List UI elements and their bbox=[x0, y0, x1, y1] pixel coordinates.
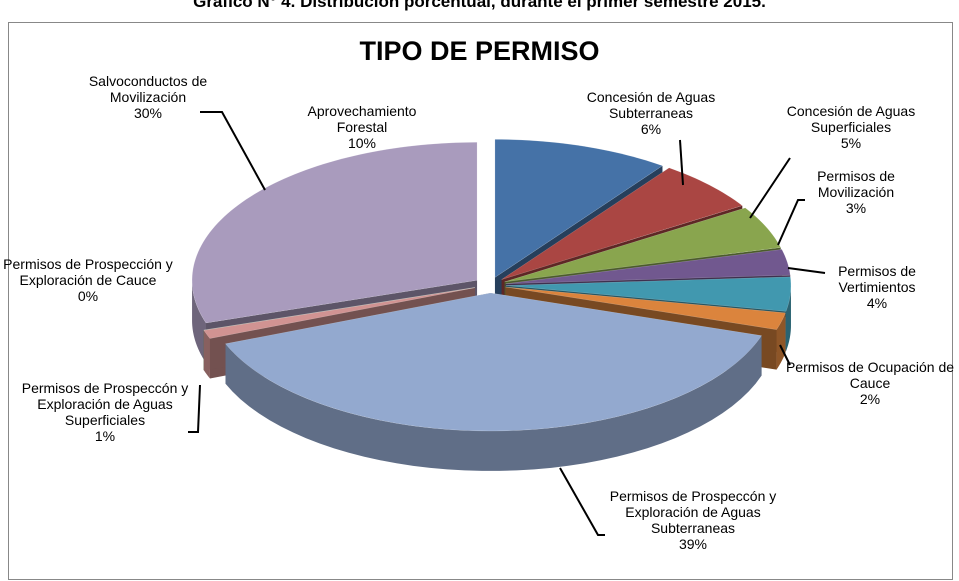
slice bbox=[203, 287, 475, 339]
slice bbox=[494, 139, 664, 278]
slice bbox=[225, 292, 762, 432]
slice-label: Salvoconductos de Movilización 30% bbox=[68, 73, 228, 121]
value-label: 5% bbox=[840, 135, 862, 151]
value-label: 10% bbox=[347, 135, 377, 151]
slice-label: Aprovechamiento Forestal 10% bbox=[297, 103, 427, 151]
category-label: Permisos de Vertimientos bbox=[838, 263, 916, 295]
value-label: 6% bbox=[640, 121, 662, 137]
slice bbox=[191, 142, 478, 324]
slice bbox=[505, 276, 792, 312]
value-label: 30% bbox=[133, 105, 163, 121]
chart-title: TIPO DE PERMISO bbox=[359, 36, 600, 66]
slice-label: Permisos de Prospeccón y Exploración de … bbox=[608, 488, 778, 552]
category-label: Concesión de Aguas Subterraneas bbox=[586, 89, 716, 121]
slice bbox=[505, 249, 791, 284]
category-label: Permisos de Ocupación de Cauce bbox=[785, 359, 955, 391]
category-label: Aprovechamiento Forestal bbox=[307, 103, 417, 135]
slice-side bbox=[225, 335, 762, 471]
tops bbox=[191, 139, 792, 432]
slice-side bbox=[785, 285, 791, 352]
value-label: 4% bbox=[866, 295, 888, 311]
slice-label: Permisos de Vertimientos 4% bbox=[817, 263, 937, 311]
slice bbox=[203, 287, 475, 331]
category-label: Permisos de Movilización bbox=[817, 168, 895, 200]
category-label: Concesión de Aguas Superficiales bbox=[786, 103, 916, 135]
slice-label: Permisos de Ocupación de Cauce 2% bbox=[780, 359, 959, 407]
slice bbox=[505, 286, 786, 330]
slice-label: Permisos de Prospeccón y Exploración de … bbox=[15, 380, 195, 444]
slice-label: Concesión de Aguas Subterraneas 6% bbox=[576, 89, 726, 137]
value-label: 2% bbox=[859, 391, 881, 407]
slice-side bbox=[203, 330, 210, 379]
category-label: Permisos de Prospección y Exploración de… bbox=[3, 256, 173, 288]
value-label: 3% bbox=[845, 200, 867, 216]
slice-side bbox=[776, 312, 786, 370]
value-label: 1% bbox=[94, 428, 116, 444]
slice-side bbox=[192, 280, 207, 363]
slice-label: Permisos de Prospección y Exploración de… bbox=[0, 256, 178, 304]
value-label: 39% bbox=[678, 536, 708, 552]
leader-lines bbox=[188, 111, 826, 536]
value-label: 0% bbox=[77, 288, 99, 304]
slice-label: Permisos de Movilización 3% bbox=[801, 168, 911, 216]
category-label: Salvoconductos de Movilización bbox=[88, 73, 208, 105]
slice bbox=[501, 167, 743, 280]
slice-label: Concesión de Aguas Superficiales 5% bbox=[771, 103, 931, 151]
category-label: Permisos de Prospeccón y Exploración de … bbox=[21, 380, 189, 428]
caption: Gráfico N° 4. Distribución porcentual, d… bbox=[193, 0, 766, 11]
category-label: Permisos de Prospeccón y Exploración de … bbox=[609, 488, 777, 536]
